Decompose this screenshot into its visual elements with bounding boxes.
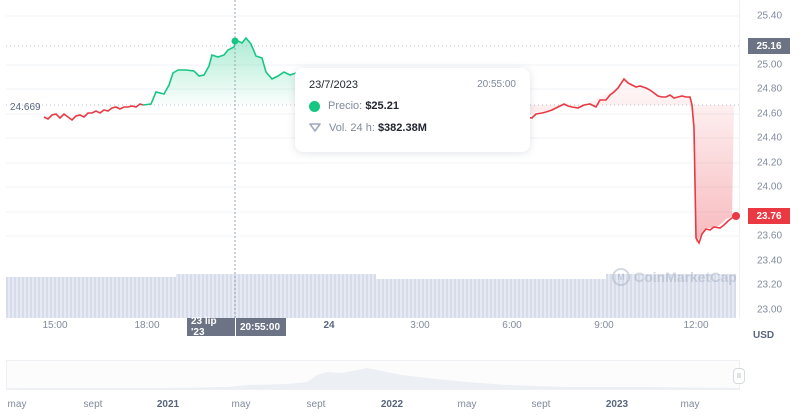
price-chart [6,0,740,318]
y-tick: 24.40 [757,132,783,144]
navigator-tick: 2023 [605,399,629,410]
y-tick: 23.00 [757,304,783,316]
tooltip-price-row: Precio: $25.21 [309,100,399,112]
y-tick: 23.60 [757,230,783,242]
range-navigator[interactable] [6,360,740,390]
tooltip-date: 23/7/2023 [309,79,358,91]
navigator-tick: 2021 [156,399,180,410]
y-tick: 23.20 [757,279,783,291]
x-tick: 6:00 [502,320,522,331]
tooltip-price-label: Precio: [328,100,363,112]
tooltip-volume-label: Vol. 24 h: [329,122,375,134]
volume-shield-icon [309,123,321,132]
navigator-tick: sept [83,399,103,410]
y-tick: 24.00 [757,181,783,193]
navigator-drag-handle[interactable]: II [733,368,745,384]
navigator-tick: 2022 [380,399,404,410]
x-tick: 15:00 [42,320,68,331]
hover-price-badge: 25.16 [748,38,790,54]
hover-date-badge: 23 lip '23 [187,316,235,338]
navigator-sparkline [7,368,739,389]
price-dot-icon [309,100,320,112]
navigator-tick: sept [531,399,551,410]
x-tick: 12:00 [683,320,709,331]
y-tick: 25.00 [757,59,783,71]
watermark-text: CoinMarketCap [634,269,737,285]
y-tick: 24.20 [757,157,783,169]
navigator-tick: may [680,399,700,410]
tooltip-volume-value: $382.38M [377,122,427,134]
coinmarketcap-logo-icon: M [612,268,630,286]
y-tick: 24.80 [757,83,783,95]
navigator-tick: may [231,399,251,410]
x-tick: 3:00 [410,320,430,331]
navigator-tick: may [7,399,27,410]
current-price-badge: 23.76 [748,208,790,224]
y-tick: 23.40 [757,255,783,267]
y-tick: 25.40 [757,10,783,22]
tooltip-volume-row: Vol. 24 h: $382.38M [309,122,427,134]
currency-label: USD [753,330,775,341]
navigator-tick: may [457,399,477,410]
x-tick: 24 [323,320,335,331]
x-tick: 9:00 [594,320,614,331]
tooltip-time: 20:55:00 [477,79,516,90]
navigator-tick: sept [306,399,326,410]
y-tick: 24.60 [757,108,783,120]
reference-price-label: 24.669 [10,102,41,113]
chart-plot-area[interactable] [6,0,740,318]
coinmarketcap-watermark: M CoinMarketCap [612,268,737,286]
tooltip-price-value: $25.21 [365,100,399,112]
hover-time-badge: 20:55:00 [236,318,286,336]
x-tick: 18:00 [134,320,160,331]
hover-tooltip: 23/7/2023 20:55:00 Precio: $25.21 Vol. 2… [295,68,530,152]
